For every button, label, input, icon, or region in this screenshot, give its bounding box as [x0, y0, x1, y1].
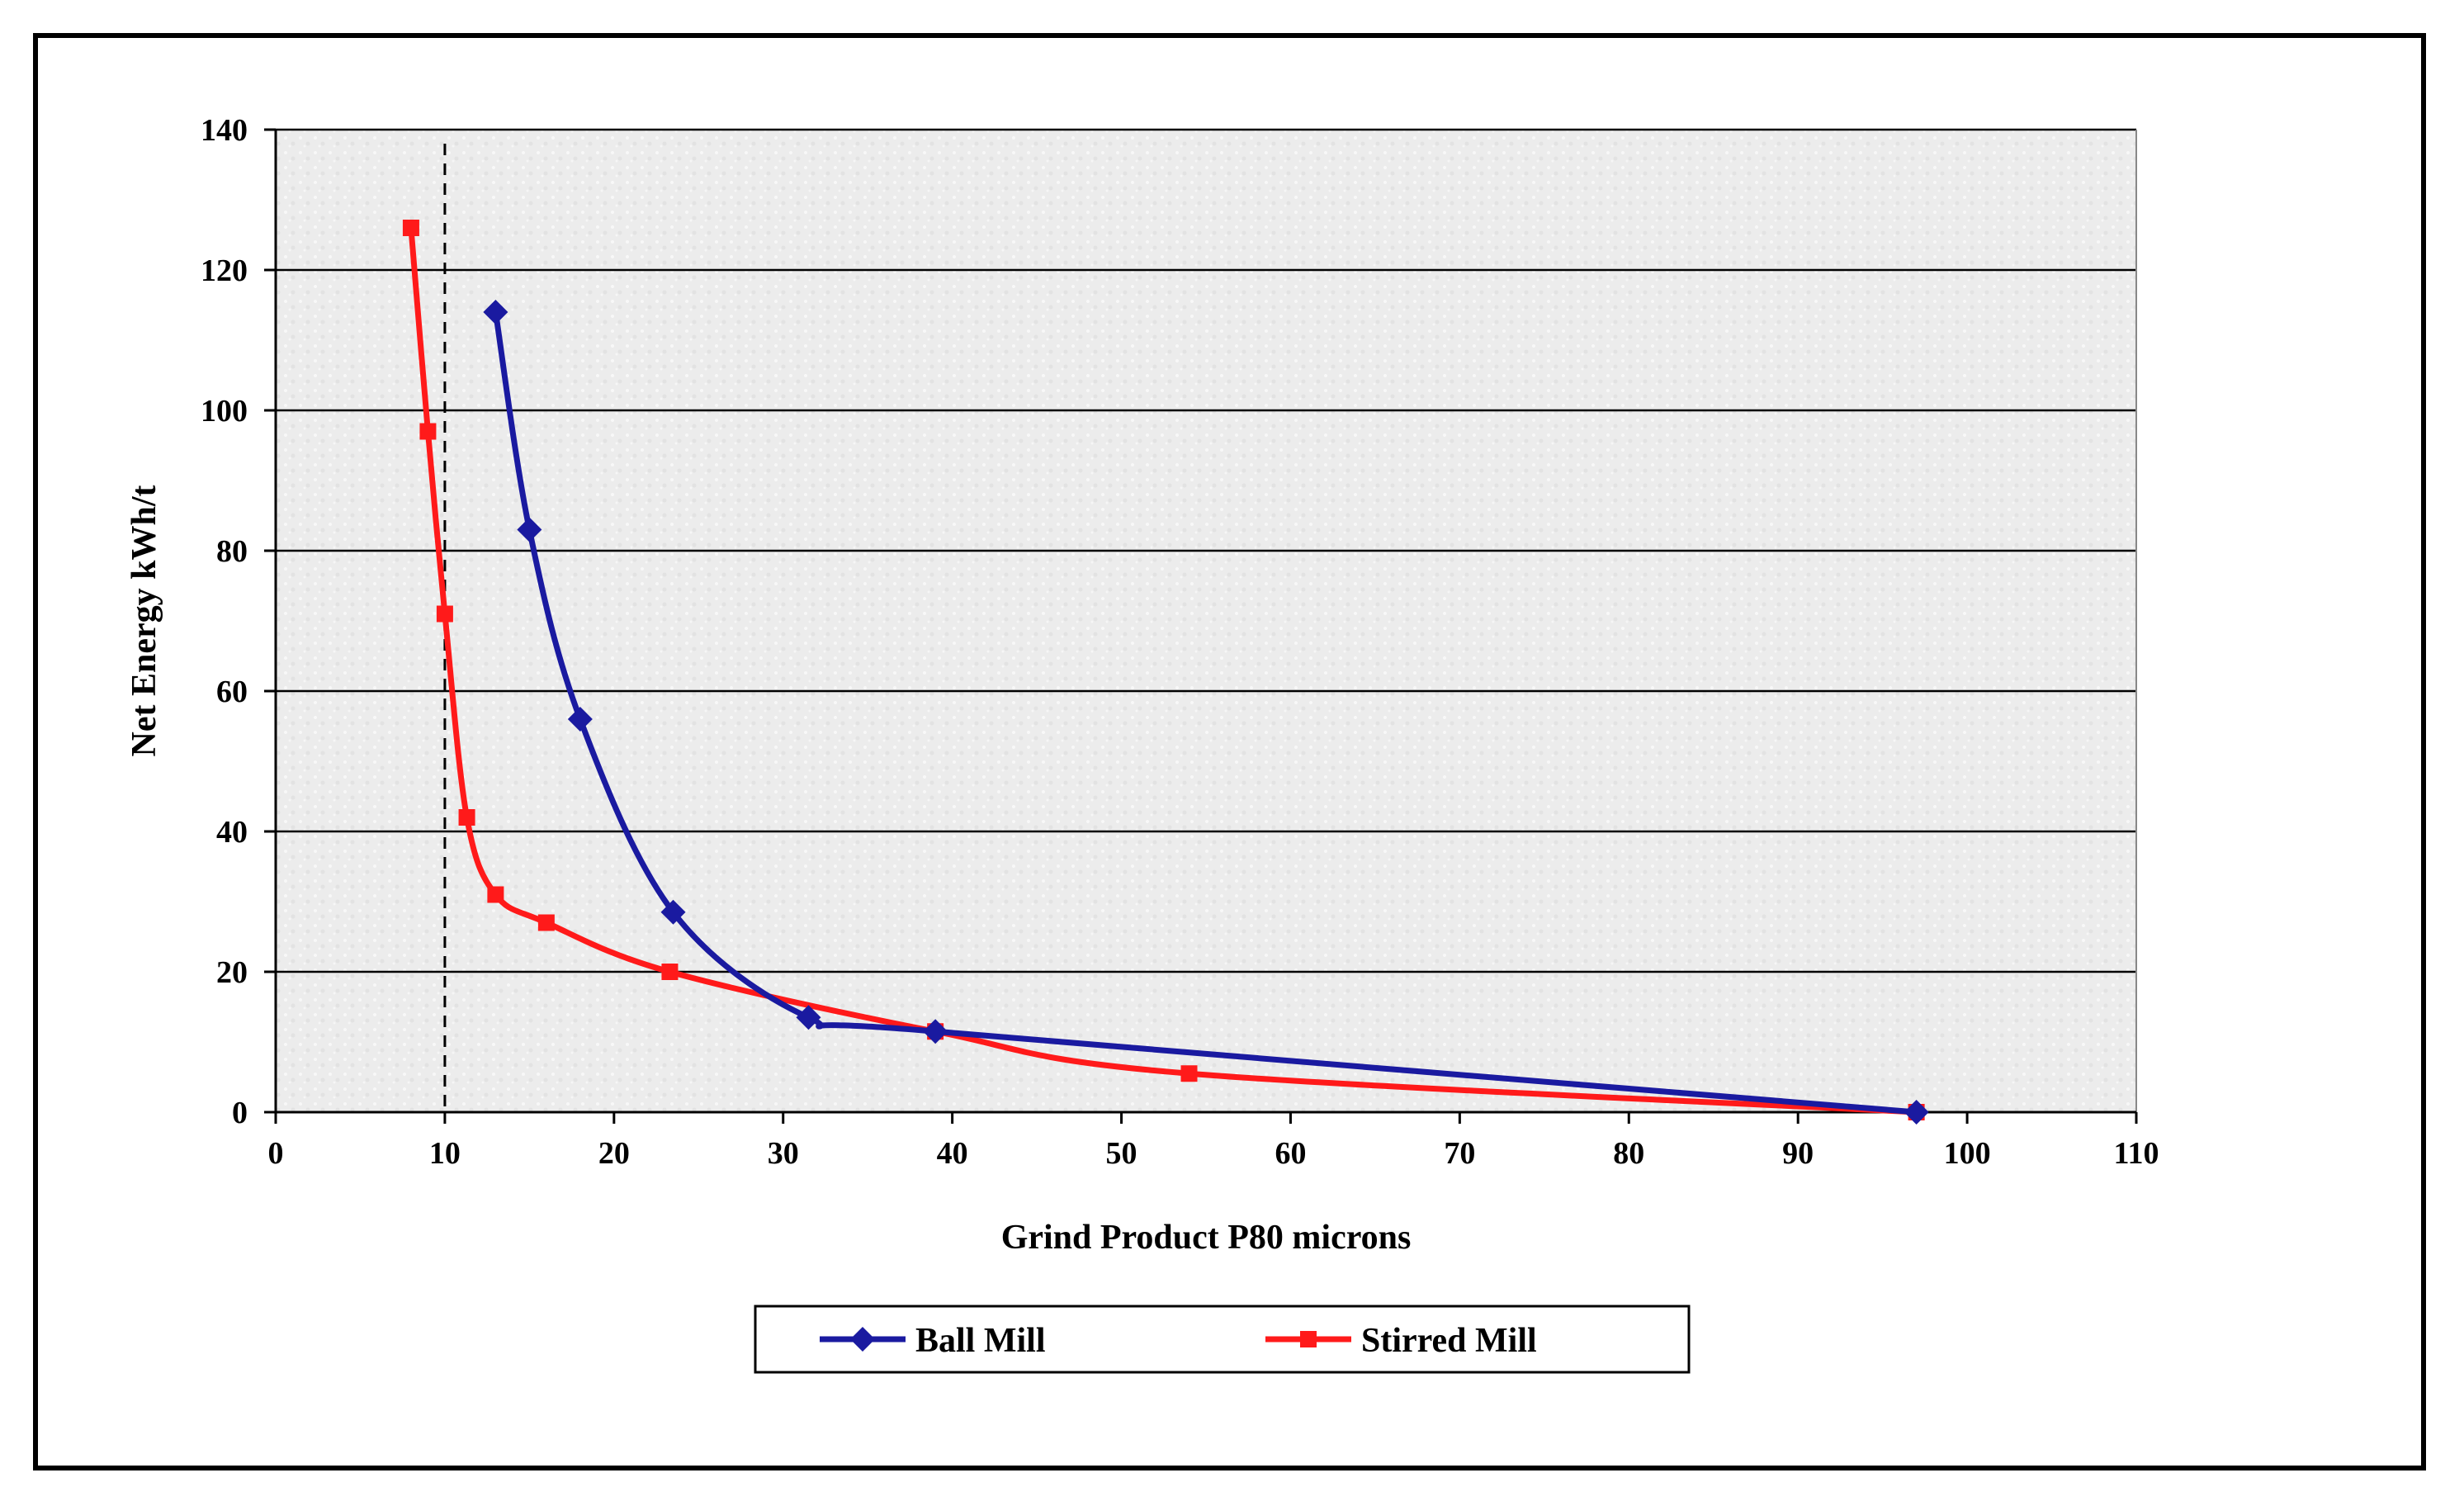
- y-axis-label: Net Energy kWh/t: [125, 485, 163, 757]
- ball-mill-line: [492, 311, 1917, 1115]
- y-tick-label-100: 100: [201, 394, 248, 429]
- x-tick-label-70: 70: [1444, 1136, 1475, 1171]
- x-tick-label-0: 0: [268, 1136, 284, 1171]
- legend-box: [754, 1305, 1691, 1374]
- x-tick-label-40: 40: [937, 1136, 968, 1171]
- x-tick-label-20: 20: [598, 1136, 630, 1171]
- stirred-mill-line: [408, 227, 1917, 1115]
- stirred-mill-point-4: [487, 886, 504, 903]
- stirred-mill-point-1: [419, 423, 437, 440]
- legend-label-stirred-mill: Stirred Mill: [1361, 1322, 1537, 1360]
- stirred-mill-point-6: [661, 964, 679, 980]
- y-tick-label-120: 120: [201, 253, 248, 288]
- y-tick-label-40: 40: [216, 815, 248, 850]
- x-tick-label-110: 110: [2114, 1136, 2159, 1171]
- legend-marker-stirred-mill: [1300, 1331, 1317, 1347]
- ball-mill-point-3: [660, 899, 686, 925]
- x-tick-label-90: 90: [1782, 1136, 1814, 1171]
- legend-label-ball-mill: Ball Mill: [915, 1322, 1046, 1360]
- ball-mill-point-1: [517, 517, 542, 542]
- stirred-mill-point-5: [537, 914, 555, 931]
- stirred-mill-point-8: [1180, 1065, 1198, 1082]
- y-tick-label-140: 140: [201, 113, 248, 148]
- stirred-mill-point-2: [436, 605, 453, 623]
- ball-mill-point-5: [923, 1019, 948, 1044]
- y-tick-label-60: 60: [216, 675, 248, 709]
- x-tick-label-100: 100: [1944, 1136, 1991, 1171]
- y-tick-label-0: 0: [232, 1096, 248, 1130]
- y-tick-label-80: 80: [216, 534, 248, 569]
- x-tick-label-10: 10: [429, 1136, 461, 1171]
- ball-mill-point-6: [1904, 1100, 1929, 1125]
- x-tick-label-50: 50: [1106, 1136, 1137, 1171]
- legend: Ball Mill Stirred Mill: [754, 1305, 1691, 1374]
- x-axis-label: Grind Product P80 microns: [1001, 1219, 1412, 1257]
- ball-mill-point-2: [567, 707, 593, 732]
- ball-mill-point-0: [483, 300, 508, 324]
- x-tick-label-60: 60: [1275, 1136, 1306, 1171]
- ball-mill-point-4: [796, 1005, 821, 1030]
- stirred-mill-point-0: [402, 220, 419, 236]
- x-tick-label-80: 80: [1613, 1136, 1644, 1171]
- plot-area-background: [276, 130, 2136, 1112]
- x-tick-label-30: 30: [768, 1136, 799, 1171]
- y-tick-label-20: 20: [216, 955, 248, 990]
- legend-marker-ball-mill: [850, 1327, 875, 1352]
- stirred-mill-point-3: [458, 809, 475, 826]
